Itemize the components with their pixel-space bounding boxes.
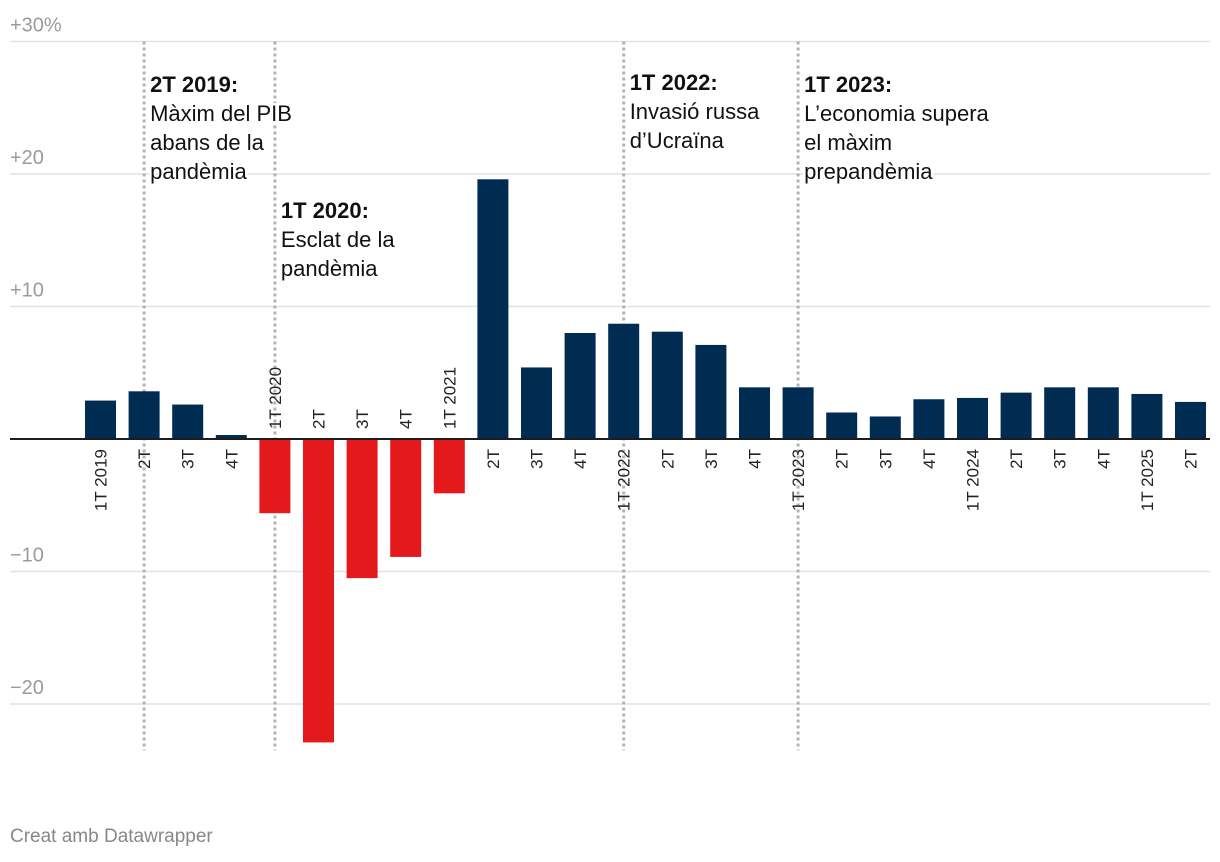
annotation-text: d’Ucraïna <box>630 128 725 153</box>
bar <box>215 435 247 439</box>
x-tick-label: 4T <box>1094 449 1113 469</box>
bar <box>826 412 858 439</box>
bar <box>1175 401 1206 439</box>
bar <box>521 367 552 439</box>
y-tick-label: −20 <box>10 677 44 699</box>
annotation-text: Esclat de la <box>281 227 395 252</box>
bar <box>1044 387 1076 439</box>
bar <box>695 344 727 439</box>
annotation-title: 1T 2023: <box>804 72 892 97</box>
x-tick-label: 2T <box>833 449 852 469</box>
bar-layer <box>85 179 1206 743</box>
bar <box>1000 392 1032 439</box>
x-tick-label: 3T <box>528 449 547 469</box>
bar <box>477 179 509 440</box>
y-tick-label: +30% <box>10 15 62 37</box>
annotation-text: pandèmia <box>281 256 378 281</box>
annotation-text: Màxim del PIB <box>150 101 292 126</box>
annotation-title: 1T 2022: <box>630 70 718 95</box>
x-tick-label: 3T <box>1051 449 1070 469</box>
bar <box>651 331 683 439</box>
bar <box>259 439 291 514</box>
annotation-title: 1T 2020: <box>281 198 369 223</box>
bar <box>390 439 422 557</box>
x-tick-label: 2T <box>658 449 677 469</box>
bar <box>303 439 334 743</box>
x-tick-label: 2T <box>484 449 503 469</box>
bar <box>739 387 770 439</box>
x-axis-labels: 1T 2019 2T 3T 4T 1T 2020 2T 3T 4T 1T 2021 2T 3T 4T 1… <box>92 367 1201 511</box>
x-tick-label: 3T <box>353 409 372 429</box>
x-tick-label: 4T <box>397 409 416 429</box>
x-tick-label: 3T <box>702 449 721 469</box>
annotation-text: Invasió russa <box>630 99 760 124</box>
annotation-title: 2T 2019: <box>150 72 238 97</box>
x-tick-label: 4T <box>571 449 590 469</box>
y-tick-label: +20 <box>10 147 44 169</box>
bar <box>346 439 378 579</box>
x-tick-label: 1T 2025 <box>1138 449 1157 511</box>
bar <box>608 323 640 439</box>
annotation-text: L’economia supera <box>804 101 989 126</box>
x-tick-label: 1T 2024 <box>964 449 983 511</box>
x-tick-label: 1T 2021 <box>440 367 459 429</box>
x-tick-label: 1T 2022 <box>615 449 634 511</box>
x-tick-label: 2T <box>135 449 154 469</box>
footer-credit: Creat amb Datawrapper <box>10 826 213 847</box>
bar <box>128 391 160 439</box>
x-tick-label: 4T <box>746 449 765 469</box>
x-tick-label: 2T <box>1182 449 1201 469</box>
bar <box>1131 393 1163 439</box>
x-tick-label: 2T <box>310 409 329 429</box>
y-tick-label: +10 <box>10 280 44 302</box>
annotation-layer: 2T 2019: Màxim del PIB abans de la pandèmia… <box>148 68 992 284</box>
x-tick-label: 1T 2023 <box>789 449 808 511</box>
bar <box>433 439 465 494</box>
bar <box>782 387 814 439</box>
annotation-text: el màxim <box>804 130 892 155</box>
bar <box>913 399 945 439</box>
x-tick-label: 1T 2019 <box>92 449 111 511</box>
bar <box>85 400 116 439</box>
annotation-text: prepandèmia <box>804 159 933 184</box>
bar <box>1087 387 1119 439</box>
x-tick-label: 3T <box>876 449 895 469</box>
bar <box>957 397 988 439</box>
x-tick-label: 1T 2020 <box>266 367 285 429</box>
annotation-text: pandèmia <box>150 159 247 184</box>
x-tick-label: 2T <box>1007 449 1026 469</box>
annotation-text: abans de la <box>150 130 265 155</box>
bar <box>172 404 204 439</box>
x-tick-label: 4T <box>920 449 939 469</box>
x-tick-label: 3T <box>179 449 198 469</box>
bar <box>869 416 901 439</box>
bar <box>564 333 596 439</box>
grid-layer: +30% +20 +10 −10 −20 <box>10 15 1210 705</box>
y-tick-label: −10 <box>10 545 44 567</box>
x-tick-label: 4T <box>222 449 241 469</box>
